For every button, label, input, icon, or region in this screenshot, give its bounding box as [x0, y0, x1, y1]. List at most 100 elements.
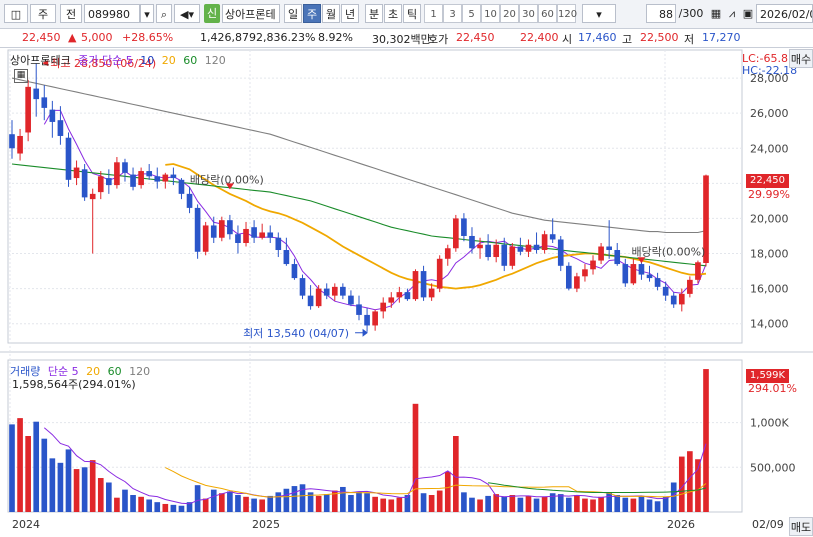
period-tab-2[interactable]: 월: [322, 4, 340, 23]
price-legend: 상아프론테크 종가 단순 5 10 20 60 120: [10, 52, 226, 68]
volume-bar: [89, 460, 96, 512]
period-tab-4[interactable]: 분: [365, 4, 383, 23]
period-tab-6[interactable]: 틱: [403, 4, 421, 23]
period-tab-5[interactable]: 초: [384, 4, 402, 23]
candle-body: [565, 265, 572, 289]
period-tab-1[interactable]: 주: [303, 4, 321, 23]
last-volume-box: 1,599K: [746, 369, 789, 383]
grid-icon[interactable]: ▦: [710, 7, 722, 20]
volume-bar: [549, 493, 556, 512]
volume: 1,426,879: [200, 31, 256, 44]
open-label: 시: [562, 33, 573, 46]
volume-title: 거래량: [10, 365, 41, 378]
type-select[interactable]: 전: [60, 4, 82, 23]
candle-body: [138, 171, 144, 186]
save-icon[interactable]: ▣: [742, 7, 754, 20]
interval-button-10[interactable]: 10: [481, 4, 500, 23]
settings-dropdown[interactable]: ▾: [582, 4, 616, 23]
candle-body: [477, 244, 483, 249]
x-axis-label: 2026: [667, 518, 695, 531]
volume-bar: [606, 492, 612, 512]
candle-body: [678, 293, 685, 305]
high-marker-arrow: [42, 60, 49, 67]
candle-body: [146, 171, 153, 177]
volume-bar: [122, 489, 128, 512]
interval-button-5[interactable]: 5: [462, 4, 481, 23]
stock-code-input[interactable]: 089980: [84, 4, 140, 23]
volume-bar: [49, 458, 56, 512]
candle-body: [130, 174, 136, 187]
price-volume-chart[interactable]: 14,00016,00018,00020,00022,00024,00026,0…: [0, 48, 813, 536]
candle-body: [662, 286, 669, 296]
volume-bar: [210, 489, 217, 512]
volume-bar: [412, 403, 419, 512]
volume-bar: [299, 484, 306, 512]
count-input[interactable]: 88: [646, 4, 676, 23]
volume-bar: [267, 495, 274, 512]
volume-bar: [493, 494, 500, 512]
ma-label: 종가 단순: [78, 54, 123, 67]
dividend-marker: [225, 183, 234, 190]
price-tick-label: 18,000: [750, 248, 789, 261]
candle-body: [557, 239, 564, 266]
candle-body: [89, 193, 96, 200]
candle-body: [549, 234, 556, 240]
candle-body: [509, 246, 516, 266]
interval-button-1[interactable]: 1: [424, 4, 443, 23]
interval-button-30[interactable]: 30: [519, 4, 538, 23]
volume-bar: [138, 496, 144, 512]
candle-body: [17, 135, 23, 154]
bid-price: 22,400: [520, 31, 559, 44]
open-price: 17,460: [578, 31, 617, 44]
volume-bar: [646, 499, 653, 512]
low-price: 17,270: [702, 31, 741, 44]
candle-body: [227, 220, 233, 235]
candle-body: [428, 288, 435, 298]
volume-bar: [340, 486, 346, 512]
date-input[interactable]: 2026/02/0: [756, 4, 813, 23]
grid-toggle-icon[interactable]: ▦: [14, 69, 28, 83]
period-tab-3[interactable]: 년: [341, 4, 359, 23]
search-icon[interactable]: ⌕: [156, 4, 172, 23]
candle-body: [533, 244, 540, 251]
chevron-down-icon[interactable]: ▾: [140, 4, 154, 23]
volume-bar: [469, 497, 475, 512]
volume-bar: [654, 501, 661, 512]
candle-body: [485, 244, 491, 258]
interval-button-60[interactable]: 60: [538, 4, 557, 23]
volume-bar: [106, 482, 112, 512]
volume-bar: [380, 498, 387, 512]
volume-bar: [485, 495, 491, 512]
candle-body: [106, 178, 112, 186]
interval-button-20[interactable]: 20: [500, 4, 519, 23]
ma-line-ma120: [11, 77, 707, 234]
period-tab-0[interactable]: 일: [284, 4, 302, 23]
volume-bar: [703, 369, 709, 512]
layout-icon[interactable]: ◫: [4, 4, 28, 23]
interval-button-3[interactable]: 3: [443, 4, 462, 23]
volume-bar: [81, 467, 88, 512]
candle-body: [210, 225, 217, 238]
volume-bar: [186, 502, 193, 512]
candle-body: [275, 237, 282, 251]
candle-body: [49, 109, 56, 122]
market-select[interactable]: 주: [30, 4, 56, 23]
candle-body: [541, 234, 548, 251]
candle-body: [517, 246, 524, 252]
candle-body: [670, 295, 677, 305]
volume-bar: [614, 495, 621, 512]
candle-body: [41, 97, 48, 108]
speaker-icon[interactable]: ◀▾: [174, 4, 200, 23]
trend-icon[interactable]: ⩘: [728, 7, 736, 20]
volume-bar: [9, 424, 15, 512]
low-annotation: 최저 13,540 (04/07): [243, 327, 349, 340]
volume-bar: [275, 492, 282, 512]
volume-bar: [178, 505, 185, 512]
lc-value: LC:-65.81: [742, 52, 795, 65]
count-total: /300: [678, 7, 704, 20]
sell-tab[interactable]: 매도: [789, 517, 813, 536]
interval-button-120[interactable]: 120: [557, 4, 577, 23]
candle-body: [218, 220, 225, 238]
buy-tab[interactable]: 매수: [789, 49, 813, 68]
candle-body: [291, 264, 298, 279]
